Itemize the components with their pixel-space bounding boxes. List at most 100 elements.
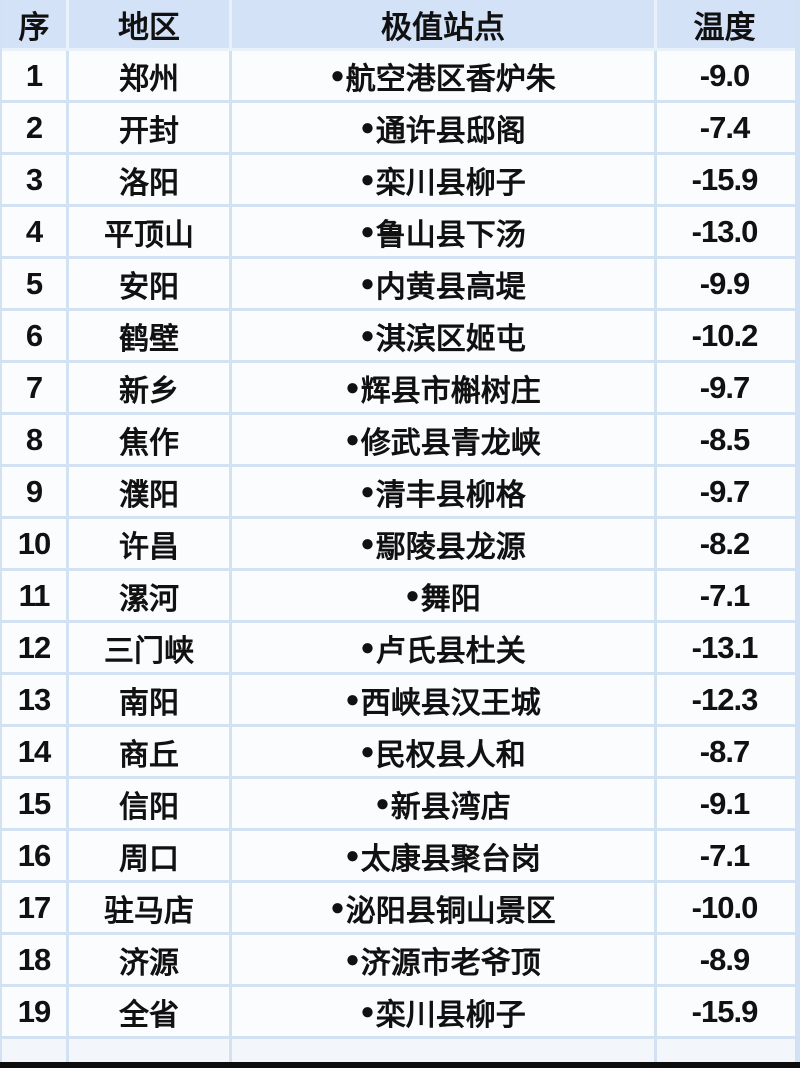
station-name: 卢氏县杜关 — [375, 634, 526, 668]
table-row: 3 洛阳 ● 栾川县柳子 -15.9 — [2, 155, 795, 207]
station-cell: ● 淇滨区姬屯 — [232, 311, 657, 360]
station-name: 鲁山县下汤 — [375, 218, 526, 252]
station-cell: ● 卢氏县杜关 — [232, 623, 657, 672]
station-name: 栾川县柳子 — [375, 166, 526, 200]
temp-cell: -9.1 — [699, 785, 750, 821]
seq-cell: 8 — [2, 415, 69, 464]
table-row: 6 鹤壁 ● 淇滨区姬屯 -10.2 — [2, 311, 795, 363]
table-row: 4 平顶山 ● 鲁山县下汤 -13.0 — [2, 207, 795, 259]
temp-cell: -8.7 — [699, 733, 750, 769]
station-cell: ● 鲁山县下汤 — [232, 207, 657, 256]
table-row: 14 商丘 ● 民权县人和 -8.7 — [2, 727, 795, 779]
station-dot-icon: ● — [330, 61, 345, 89]
temp-cell: -7.1 — [699, 577, 750, 613]
seq-cell: 4 — [2, 207, 69, 256]
temp-cell: -10.0 — [691, 889, 759, 925]
station-name: 内黄县高堤 — [375, 270, 526, 304]
temp-cell: -13.1 — [691, 629, 759, 665]
station-dot-icon: ● — [360, 269, 375, 297]
empty-cell — [2, 1039, 69, 1062]
temp-cell: -15.9 — [691, 993, 759, 1029]
region-cell: 平顶山 — [69, 207, 232, 256]
seq-cell: 14 — [2, 727, 69, 776]
region-cell: 郑州 — [69, 51, 232, 100]
temp-cell: -9.7 — [699, 473, 750, 509]
empty-partial-row — [2, 1039, 795, 1062]
empty-cell — [657, 1039, 792, 1062]
table-row: 17 驻马店 ● 泌阳县铜山景区 -10.0 — [2, 883, 795, 935]
station-name: 通许县邸阁 — [375, 114, 526, 148]
seq-cell: 17 — [2, 883, 69, 932]
region-cell: 许昌 — [69, 519, 232, 568]
station-name: 航空港区香炉朱 — [345, 62, 556, 96]
region-cell: 濮阳 — [69, 467, 232, 516]
table-row: 13 南阳 ● 西峡县汉王城 -12.3 — [2, 675, 795, 727]
table-header-row: 序 地区 极值站点 温度 — [2, 0, 795, 51]
seq-cell: 3 — [2, 155, 69, 204]
region-cell: 新乡 — [69, 363, 232, 412]
seq-cell: 15 — [2, 779, 69, 828]
temp-cell: -13.0 — [691, 213, 759, 249]
station-cell: ● 辉县市槲树庄 — [232, 363, 657, 412]
region-cell: 漯河 — [69, 571, 232, 620]
seq-cell: 7 — [2, 363, 69, 412]
station-cell: ● 栾川县柳子 — [232, 987, 657, 1036]
station-name: 舞阳 — [420, 582, 481, 616]
temp-cell: -9.9 — [699, 265, 750, 301]
table-row: 5 安阳 ● 内黄县高堤 -9.9 — [2, 259, 795, 311]
temp-cell: -8.2 — [699, 525, 750, 561]
table-row: 15 信阳 ● 新县湾店 -9.1 — [2, 779, 795, 831]
seq-cell: 10 — [2, 519, 69, 568]
temp-cell: -15.9 — [691, 161, 759, 197]
seq-cell: 2 — [2, 103, 69, 152]
station-cell: ● 济源市老爷顶 — [232, 935, 657, 984]
station-name: 栾川县柳子 — [375, 998, 526, 1032]
region-cell: 洛阳 — [69, 155, 232, 204]
region-cell: 周口 — [69, 831, 232, 880]
temp-cell: -10.2 — [691, 317, 759, 353]
station-cell: ● 航空港区香炉朱 — [232, 51, 657, 100]
column-header-seq: 序 — [2, 0, 69, 48]
seq-cell: 12 — [2, 623, 69, 672]
bottom-black-bar — [0, 1062, 800, 1068]
seq-cell: 13 — [2, 675, 69, 724]
table-row: 18 济源 ● 济源市老爷顶 -8.9 — [2, 935, 795, 987]
temp-cell: -7.4 — [699, 109, 750, 145]
station-cell: ● 西峡县汉王城 — [232, 675, 657, 724]
table-row: 7 新乡 ● 辉县市槲树庄 -9.7 — [2, 363, 795, 415]
station-cell: ● 修武县青龙峡 — [232, 415, 657, 464]
temp-cell: -9.7 — [699, 369, 750, 405]
station-cell: ● 内黄县高堤 — [232, 259, 657, 308]
table-row: 19 全省 ● 栾川县柳子 -15.9 — [2, 987, 795, 1039]
seq-cell: 18 — [2, 935, 69, 984]
station-dot-icon: ● — [345, 373, 360, 401]
station-dot-icon: ● — [360, 165, 375, 193]
column-header-region: 地区 — [69, 0, 232, 48]
region-cell: 安阳 — [69, 259, 232, 308]
seq-cell: 6 — [2, 311, 69, 360]
station-dot-icon: ● — [345, 841, 360, 869]
station-cell: ● 栾川县柳子 — [232, 155, 657, 204]
seq-cell: 11 — [2, 571, 69, 620]
table-row: 11 漯河 ● 舞阳 -7.1 — [2, 571, 795, 623]
empty-cell — [232, 1039, 657, 1062]
table-row: 1 郑州 ● 航空港区香炉朱 -9.0 — [2, 51, 795, 103]
column-header-temp: 温度 — [693, 9, 756, 45]
temp-cell: -7.1 — [699, 837, 750, 873]
station-cell: ● 清丰县柳格 — [232, 467, 657, 516]
station-dot-icon: ● — [345, 425, 360, 453]
station-dot-icon: ● — [360, 113, 375, 141]
temp-cell: -9.0 — [699, 57, 750, 93]
table-row: 10 许昌 ● 鄢陵县龙源 -8.2 — [2, 519, 795, 571]
table-row: 16 周口 ● 太康县聚台岗 -7.1 — [2, 831, 795, 883]
station-dot-icon: ● — [375, 789, 390, 817]
station-dot-icon: ● — [330, 893, 345, 921]
region-cell: 驻马店 — [69, 883, 232, 932]
seq-cell: 9 — [2, 467, 69, 516]
temp-cell: -8.9 — [699, 941, 750, 977]
station-name: 济源市老爷顶 — [360, 946, 541, 980]
station-name: 辉县市槲树庄 — [360, 374, 541, 408]
seq-cell: 5 — [2, 259, 69, 308]
table-row: 9 濮阳 ● 清丰县柳格 -9.7 — [2, 467, 795, 519]
